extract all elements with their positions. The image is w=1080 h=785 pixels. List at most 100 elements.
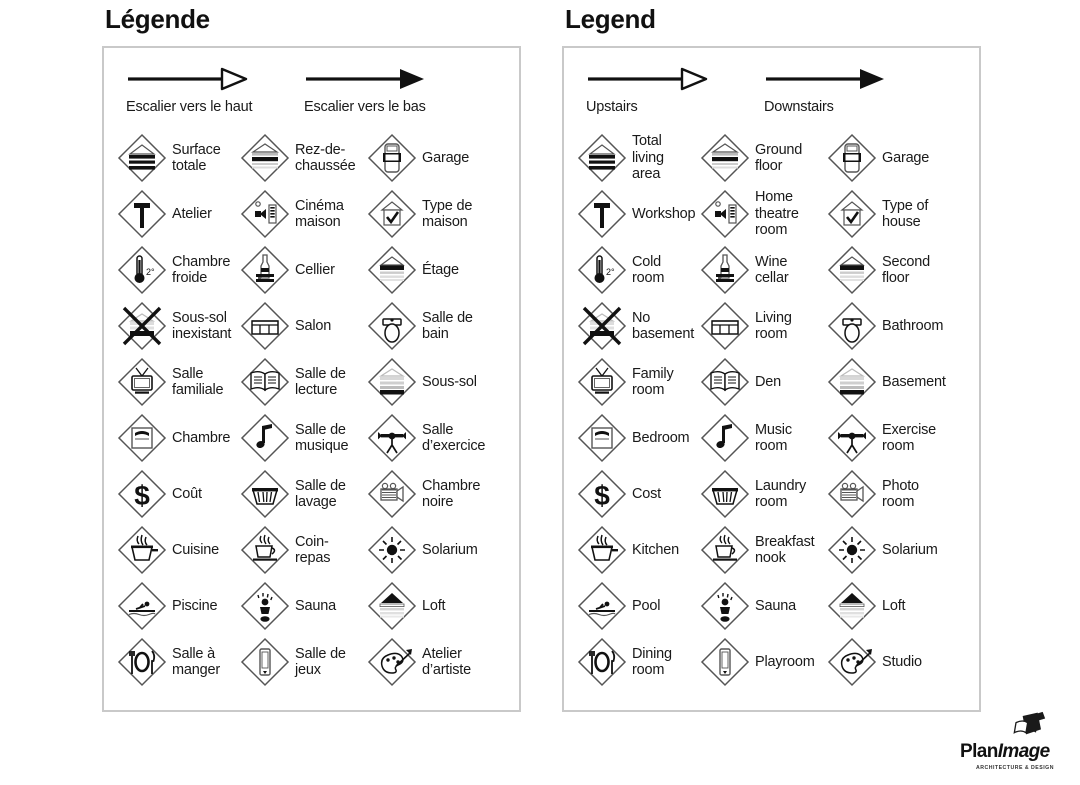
legend-item: Sous-sol inexistant	[116, 298, 240, 354]
legend-item: Photo room	[826, 466, 976, 522]
legend-item: Salle de musique	[239, 410, 367, 466]
legend-item-label: Atelier	[172, 205, 212, 222]
stairs-legend-row: Upstairs Downstairs	[564, 66, 979, 128]
wine-cellar-icon	[239, 244, 291, 296]
legend-item: Den	[699, 354, 827, 410]
laundry-room-basket-icon	[239, 468, 291, 520]
legend-item-label: Loft	[422, 597, 446, 614]
legend-item: Solarium	[366, 522, 516, 578]
legend-item-label: Étage	[422, 261, 459, 278]
legend-row: $ Cost Laundry room Photo room	[564, 466, 979, 522]
home-theatre-icon	[699, 188, 751, 240]
legend-item: Pool	[576, 578, 700, 634]
stairs-item-label: Upstairs	[586, 99, 638, 115]
legend-item-label: Chambre	[172, 429, 231, 446]
legend-item: Sous-sol	[366, 354, 516, 410]
legend-item: 2° Cold room	[576, 242, 700, 298]
legend-item-label: Bedroom	[632, 429, 690, 446]
cold-room-thermometer-icon: 2°	[576, 244, 628, 296]
logo-word-plan: Plan	[960, 741, 998, 762]
legend-item: Salle à manger	[116, 634, 240, 690]
legend-item-label: Chambre noire	[422, 477, 481, 511]
bedroom-icon	[576, 412, 628, 464]
legend-panel-english: Upstairs Downstairs Total living area Groun…	[562, 46, 981, 712]
legend-item: Cuisine	[116, 522, 240, 578]
legend-item: Salle familiale	[116, 354, 240, 410]
playroom-icon	[239, 636, 291, 688]
legend-item: Home theatre room	[699, 186, 827, 242]
legend-item: Studio	[826, 634, 976, 690]
legend-item: Laundry room	[699, 466, 827, 522]
legend-item: Loft	[826, 578, 976, 634]
legend-item-label: Cold room	[632, 253, 665, 287]
studio-palette-icon	[826, 636, 878, 688]
legend-item-label: Salle de lavage	[295, 477, 346, 511]
kitchen-pot-icon	[116, 524, 168, 576]
legend-item: Second floor	[826, 242, 976, 298]
legend-item: Cellier	[239, 242, 367, 298]
stairs-legend-row: Escalier vers le haut Escalier vers le ba…	[104, 66, 519, 128]
legend-item-label: Total living area	[632, 133, 664, 183]
legend-item: Piscine	[116, 578, 240, 634]
legend-item: Garage	[826, 130, 976, 186]
legend-item-label: Garage	[882, 149, 930, 166]
legend-item-label: No basement	[632, 309, 695, 343]
legend-item-label: Photo room	[882, 477, 919, 511]
legend-item-label: Salle de musique	[295, 421, 349, 455]
legend-item-label: Studio	[882, 653, 922, 670]
legend-item: Workshop	[576, 186, 700, 242]
page-title-english: Legend	[565, 4, 656, 34]
legend-item-label: Basement	[882, 373, 946, 390]
legend-item-label: Loft	[882, 597, 906, 614]
total-living-area-icon	[116, 132, 168, 184]
legend-item-label: Salle de jeux	[295, 645, 346, 679]
legend-item: Total living area	[576, 130, 700, 186]
laundry-room-basket-icon	[699, 468, 751, 520]
legend-item: Ground floor	[699, 130, 827, 186]
legend-item-label: Laundry room	[755, 477, 806, 511]
legend-item-label: Living room	[755, 309, 792, 343]
legend-row: Salle à manger Salle de jeux Atelier d’art…	[104, 634, 519, 690]
logo-tagline: ARCHITECTURE & DESIGN	[976, 765, 1054, 771]
wine-cellar-icon	[699, 244, 751, 296]
cost-dollar-icon: $	[116, 468, 168, 520]
ground-floor-icon	[699, 132, 751, 184]
solarium-sun-icon	[366, 524, 418, 576]
legend-item-label: Exercise room	[882, 421, 936, 455]
stairs-item-down: Escalier vers le bas	[304, 66, 430, 115]
legend-item-label: Surface totale	[172, 141, 221, 175]
legend-item-label: Music room	[755, 421, 792, 455]
legend-item: Kitchen	[576, 522, 700, 578]
page-title-french: Légende	[105, 4, 210, 34]
planimage-logo: PlanImage ARCHITECTURE & DESIGN	[960, 711, 1072, 775]
legend-item-label: Wine cellar	[755, 253, 789, 287]
legend-row: Piscine Sauna Loft	[104, 578, 519, 634]
loft-icon	[366, 580, 418, 632]
legend-item-label: Rez-de- chaussée	[295, 141, 356, 175]
legend-item-label: Type of house	[882, 197, 929, 231]
legend-item: Type of house	[826, 186, 976, 242]
legend-item-label: Salle de bain	[422, 309, 473, 343]
legend-item-label: Atelier d’artiste	[422, 645, 471, 679]
legend-item-label: Salle familiale	[172, 365, 224, 399]
workshop-hammer-icon	[576, 188, 628, 240]
legend-item: Salon	[239, 298, 367, 354]
legend-item: Cinéma maison	[239, 186, 367, 242]
legend-panel-french: Escalier vers le haut Escalier vers le ba…	[102, 46, 521, 712]
legend-item-label: Coût	[172, 485, 202, 502]
legend-item: $ Coût	[116, 466, 240, 522]
workshop-hammer-icon	[116, 188, 168, 240]
kitchen-pot-icon	[576, 524, 628, 576]
family-room-tv-icon	[576, 356, 628, 408]
legend-item-label: Salon	[295, 317, 332, 334]
type-of-house-icon	[826, 188, 878, 240]
basement-icon	[366, 356, 418, 408]
sauna-person-icon	[239, 580, 291, 632]
legend-item: Solarium	[826, 522, 976, 578]
legend-item: Atelier d’artiste	[366, 634, 516, 690]
logo-word-image: Image	[997, 741, 1051, 762]
legend-item-label: Sous-sol inexistant	[172, 309, 232, 343]
legend-row: 2° Cold room Wine cellar Second floor	[564, 242, 979, 298]
legend-item: Playroom	[699, 634, 827, 690]
legend-item-label: Workshop	[632, 205, 696, 222]
